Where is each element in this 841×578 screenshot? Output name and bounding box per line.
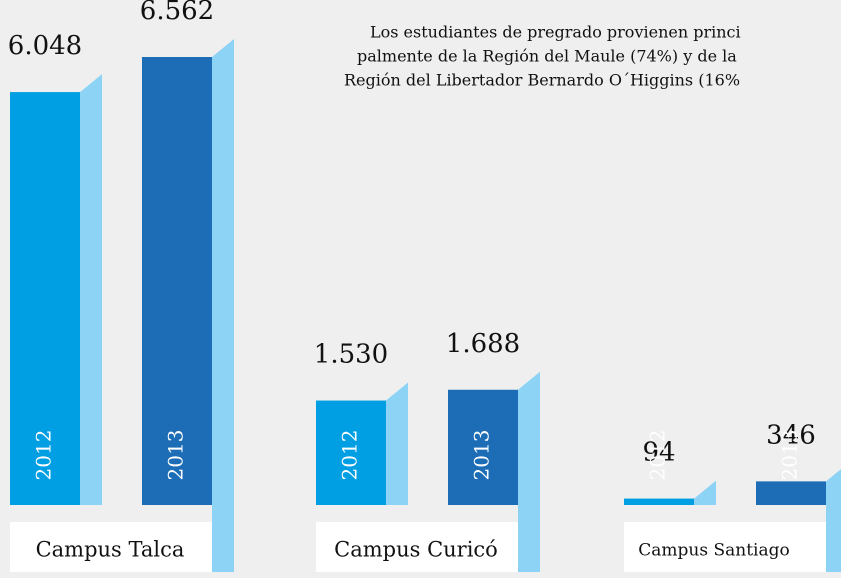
value-label: 1.530 — [314, 340, 388, 370]
annotation-line: palmente de la Región del Maule (74%) y … — [357, 47, 737, 66]
series-label: 2012 — [32, 430, 56, 481]
annotation-line: Los estudiantes de pregrado provienen pr… — [370, 23, 741, 42]
category-label: Campus Talca — [36, 538, 185, 562]
bar-side — [212, 39, 234, 572]
series-label: 2012 — [646, 430, 670, 481]
bar-side — [386, 382, 408, 505]
annotation: Los estudiantes de pregrado provienen pr… — [344, 23, 741, 90]
bar-side — [518, 371, 540, 572]
bar-side — [694, 480, 716, 505]
bar — [624, 498, 694, 505]
value-label: 346 — [766, 420, 816, 450]
category-box — [316, 522, 518, 572]
series-label: 2013 — [470, 430, 494, 481]
series-label: 2013 — [778, 430, 802, 481]
bar-side — [826, 469, 841, 572]
category-label: Campus Santiago — [638, 541, 789, 561]
bar-side — [80, 74, 102, 506]
bar — [142, 57, 212, 505]
bar — [316, 400, 386, 505]
value-label: 1.688 — [446, 329, 520, 359]
bar — [10, 92, 80, 506]
value-label: 6.562 — [140, 0, 214, 26]
value-label: 6.048 — [8, 31, 82, 61]
annotation-line: Región del Libertador Bernardo O´Higgins… — [344, 71, 740, 90]
category-box — [10, 522, 212, 572]
category-box — [624, 522, 830, 572]
series-label: 2013 — [164, 430, 188, 481]
value-label: 94 — [642, 438, 675, 468]
bar — [756, 481, 826, 505]
category-label: Campus Curicó — [334, 538, 498, 562]
series-label: 2012 — [338, 430, 362, 481]
bar — [448, 389, 518, 505]
